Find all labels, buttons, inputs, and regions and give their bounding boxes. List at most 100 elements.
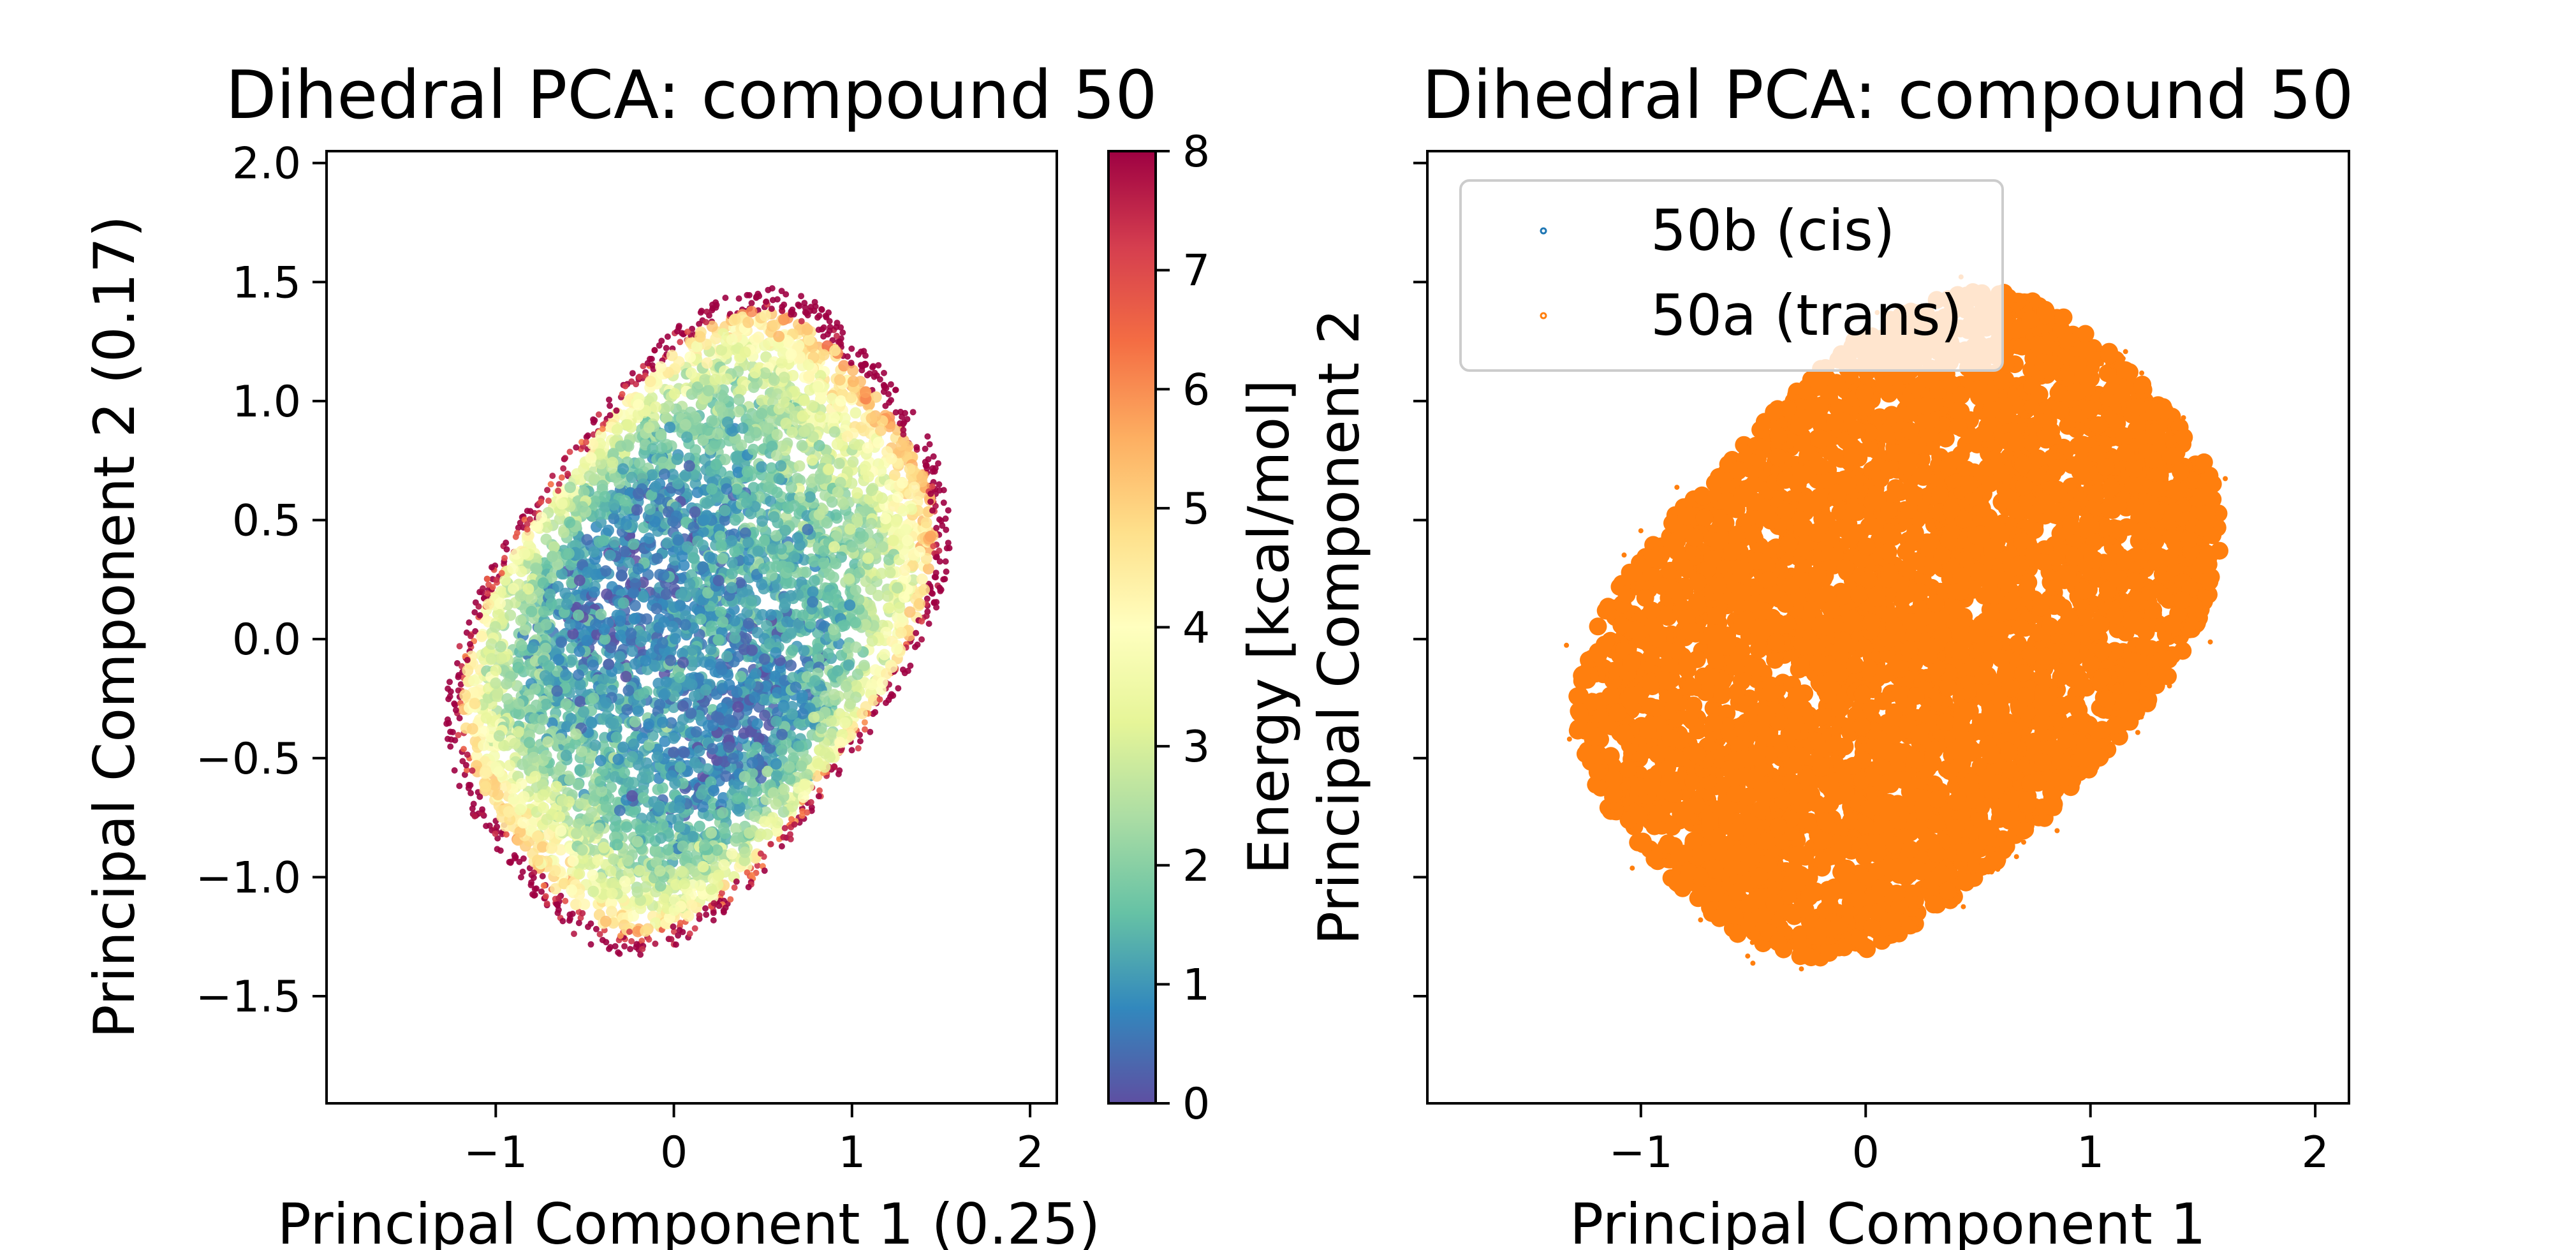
energy-point — [696, 321, 703, 327]
energy-point — [770, 561, 783, 573]
energy-point — [691, 341, 703, 353]
energy-point — [605, 642, 617, 654]
energy-point — [804, 617, 816, 629]
energy-point — [818, 349, 830, 361]
energy-point — [918, 618, 925, 625]
energy-point — [628, 538, 640, 550]
energy-point — [870, 363, 877, 370]
energy-point — [702, 905, 709, 912]
energy-point — [654, 361, 666, 373]
energy-point — [632, 705, 644, 717]
energy-point — [705, 643, 717, 656]
energy-point — [808, 555, 820, 568]
energy-point — [643, 532, 655, 544]
energy-point — [621, 821, 633, 833]
energy-point — [659, 688, 671, 700]
energy-point — [737, 585, 749, 598]
energy-point — [504, 760, 516, 772]
energy-point — [697, 861, 709, 872]
energy-point — [763, 298, 770, 305]
energy-point — [729, 615, 740, 627]
energy-point — [741, 466, 753, 478]
energy-point — [674, 761, 686, 773]
energy-point — [497, 847, 504, 854]
energy-point — [627, 946, 634, 953]
energy-point — [581, 826, 593, 838]
energy-point — [832, 665, 844, 677]
energy-point — [811, 298, 818, 305]
energy-point — [578, 486, 590, 498]
energy-point — [819, 761, 831, 773]
energy-point — [501, 693, 513, 705]
energy-point — [622, 395, 634, 408]
energy-point — [686, 644, 698, 656]
energy-point — [732, 701, 744, 713]
energy-point — [681, 850, 693, 862]
energy-point — [926, 441, 933, 448]
energy-point — [493, 577, 500, 584]
energy-point — [682, 541, 693, 553]
energy-point — [712, 491, 724, 503]
energy-point — [492, 608, 504, 620]
energy-point — [732, 406, 744, 418]
energy-point — [549, 473, 556, 480]
energy-point — [628, 806, 640, 818]
energy-point — [936, 547, 943, 554]
energy-point — [555, 487, 562, 494]
energy-point — [628, 938, 635, 945]
energy-point — [629, 370, 636, 377]
energy-point — [643, 422, 655, 434]
energy-point — [722, 904, 729, 911]
energy-point — [668, 732, 680, 744]
energy-point — [729, 313, 741, 325]
energy-point — [524, 521, 531, 528]
energy-point — [899, 413, 905, 420]
energy-point — [596, 480, 608, 492]
energy-point — [587, 920, 594, 927]
energy-point — [633, 399, 645, 411]
energy-point — [837, 747, 844, 754]
energy-point — [519, 624, 531, 636]
energy-point — [677, 777, 689, 790]
energy-point — [730, 823, 742, 835]
energy-point — [763, 482, 775, 493]
energy-point — [674, 599, 686, 612]
energy-point — [762, 828, 773, 841]
energy-point — [924, 433, 931, 440]
energy-point — [675, 589, 687, 601]
energy-point — [546, 717, 558, 729]
energy-point — [647, 730, 659, 742]
energy-point — [689, 865, 701, 878]
energy-point — [555, 844, 567, 856]
energy-point — [564, 470, 571, 477]
energy-point — [777, 806, 790, 818]
energy-point — [808, 711, 820, 723]
energy-point — [595, 411, 602, 418]
energy-point — [537, 577, 549, 589]
energy-point — [935, 460, 941, 467]
energy-point — [666, 349, 678, 362]
energy-point — [797, 791, 809, 803]
energy-point — [542, 893, 549, 900]
energy-point — [600, 801, 612, 813]
energy-point — [629, 716, 641, 728]
energy-point — [536, 779, 548, 791]
energy-point — [480, 712, 492, 724]
energy-point — [672, 941, 679, 948]
energy-point — [791, 821, 798, 828]
energy-point — [702, 424, 714, 436]
energy-point — [464, 767, 470, 774]
energy-point — [556, 895, 562, 902]
energy-point — [783, 291, 790, 298]
energy-point — [839, 619, 851, 631]
energy-point — [633, 941, 640, 948]
energy-point — [633, 759, 645, 771]
energy-point — [702, 587, 714, 599]
energy-point — [710, 459, 722, 471]
energy-point — [938, 517, 945, 524]
energy-point — [628, 910, 640, 922]
energy-point — [766, 440, 778, 452]
energy-point — [862, 471, 874, 483]
energy-point — [447, 743, 454, 750]
energy-point — [546, 842, 558, 854]
